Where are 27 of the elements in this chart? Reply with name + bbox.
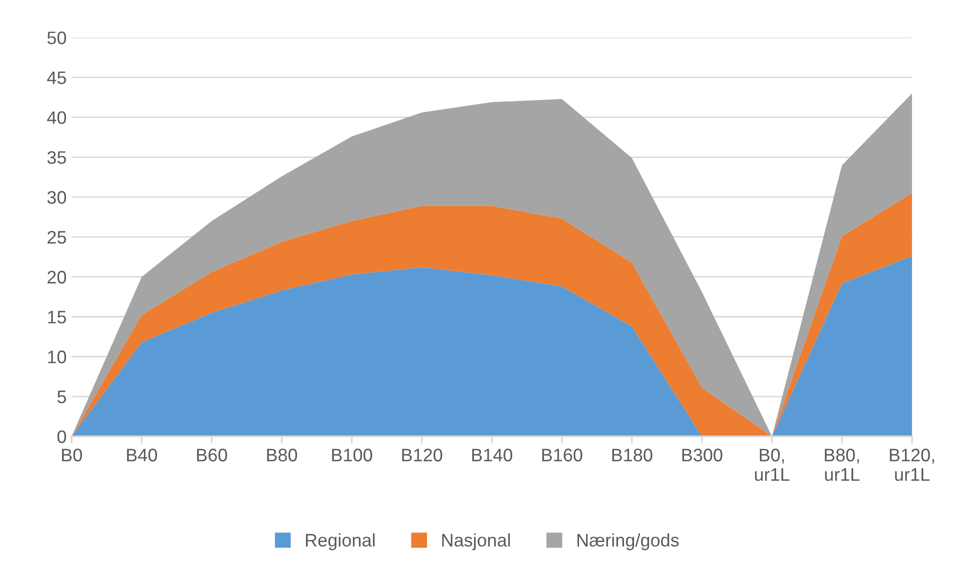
y-tick-label: 40 bbox=[47, 111, 66, 124]
legend-label: Næring/gods bbox=[578, 533, 679, 550]
x-tick-label: B160 bbox=[542, 448, 582, 462]
x-tick-label: B100 bbox=[332, 448, 372, 462]
y-tick-label: 5 bbox=[57, 390, 66, 404]
y-tick-label: 45 bbox=[47, 72, 66, 84]
y-tick-label: 20 bbox=[48, 270, 66, 284]
x-tick-label: B0, ur1L bbox=[755, 448, 790, 481]
x-tick-label: B80, ur1L bbox=[824, 448, 860, 481]
y-tick-label: 15 bbox=[48, 310, 66, 324]
y-tick-label: 50 bbox=[47, 32, 66, 44]
y-tick-label: 30 bbox=[47, 191, 66, 204]
x-tick-label: B60 bbox=[197, 448, 228, 462]
y-tick-label: 35 bbox=[47, 151, 66, 164]
x-tick-label: B40 bbox=[127, 448, 158, 462]
x-tick-label: B180 bbox=[612, 448, 652, 462]
x-tick-label: B80 bbox=[267, 448, 298, 462]
x-tick-label: B120, ur1L bbox=[890, 448, 934, 481]
x-tick-label: B120 bbox=[402, 448, 442, 462]
y-tick-label: 0 bbox=[57, 430, 66, 444]
legend-label: Nasjonal bbox=[442, 533, 510, 550]
y-tick-label: 25 bbox=[48, 230, 66, 244]
x-tick-label: B0 bbox=[62, 448, 82, 462]
y-tick-label: 10 bbox=[48, 350, 66, 364]
x-tick-label: B140 bbox=[472, 448, 512, 462]
x-tick-label: B300 bbox=[682, 448, 722, 462]
legend-label: Regional bbox=[306, 533, 375, 550]
